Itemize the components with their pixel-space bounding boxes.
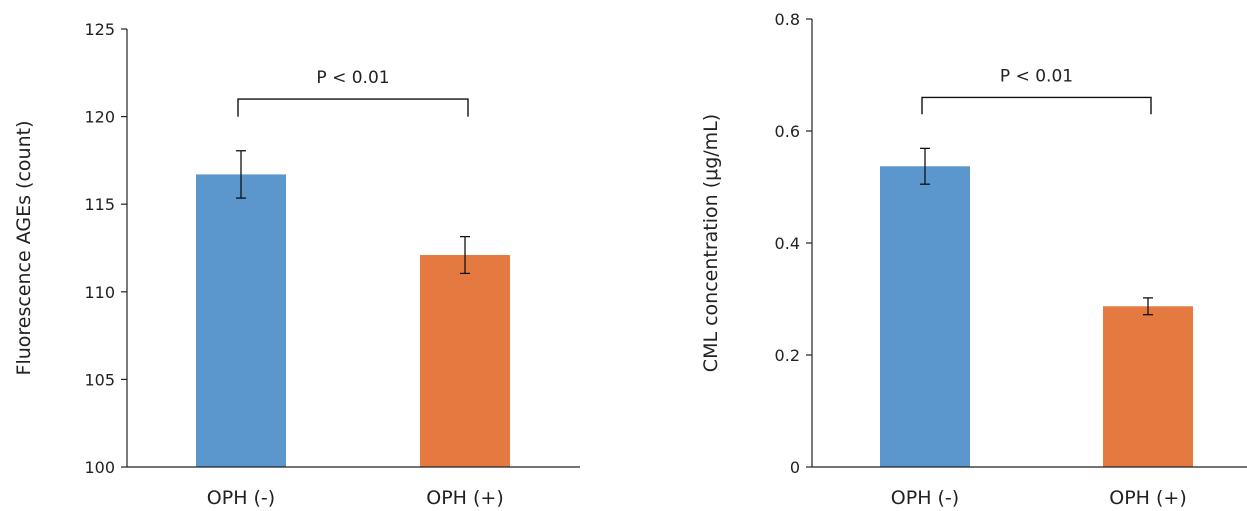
y-tick-label: 0 xyxy=(790,458,800,477)
y-axis-title: CML concentration (μg/mL) xyxy=(700,114,722,372)
y-tick-label: 100 xyxy=(84,458,115,477)
y-tick-label: 0.6 xyxy=(775,122,800,141)
y-tick-label: 0.2 xyxy=(775,346,800,365)
y-tick-label: 120 xyxy=(84,108,115,127)
bar-oph-minus xyxy=(880,166,970,467)
significance-label: P < 0.01 xyxy=(1000,66,1073,86)
right-chart: 0 0.2 0.4 0.6 0.8 OPH (-) OPH (+) CML concentra… xyxy=(700,10,1247,509)
significance-label: P < 0.01 xyxy=(316,68,389,88)
x-category-label: OPH (+) xyxy=(426,487,503,509)
x-category-label: OPH (-) xyxy=(891,487,959,509)
significance-bracket-line xyxy=(237,98,469,117)
bar-oph-minus xyxy=(196,174,286,467)
y-axis-title: Fluorescence AGEs (count) xyxy=(13,121,35,376)
y-tick-label: 0.4 xyxy=(775,234,800,253)
error-bar-oph-minus xyxy=(236,150,246,199)
x-category-label: OPH (-) xyxy=(207,487,275,509)
error-bar-oph-plus xyxy=(460,235,470,275)
x-category-label: OPH (+) xyxy=(1109,487,1186,509)
bar-oph-plus xyxy=(420,255,510,467)
error-bar-oph-minus xyxy=(920,147,930,185)
significance-bracket: P < 0.01 xyxy=(921,66,1152,115)
y-tick-label: 0.8 xyxy=(775,10,800,29)
y-tick-label: 105 xyxy=(84,370,115,389)
y-tick-label: 115 xyxy=(84,195,115,214)
left-chart: 100 105 110 115 120 125 OPH (-) OPH (+) Fluoresc… xyxy=(13,20,580,509)
bar-oph-plus xyxy=(1103,306,1193,467)
y-tick-label: 110 xyxy=(84,283,115,302)
significance-bracket: P < 0.01 xyxy=(237,68,469,117)
error-bar-oph-plus xyxy=(1143,297,1153,316)
y-tick-label: 125 xyxy=(84,20,115,39)
significance-bracket-line xyxy=(921,96,1152,115)
